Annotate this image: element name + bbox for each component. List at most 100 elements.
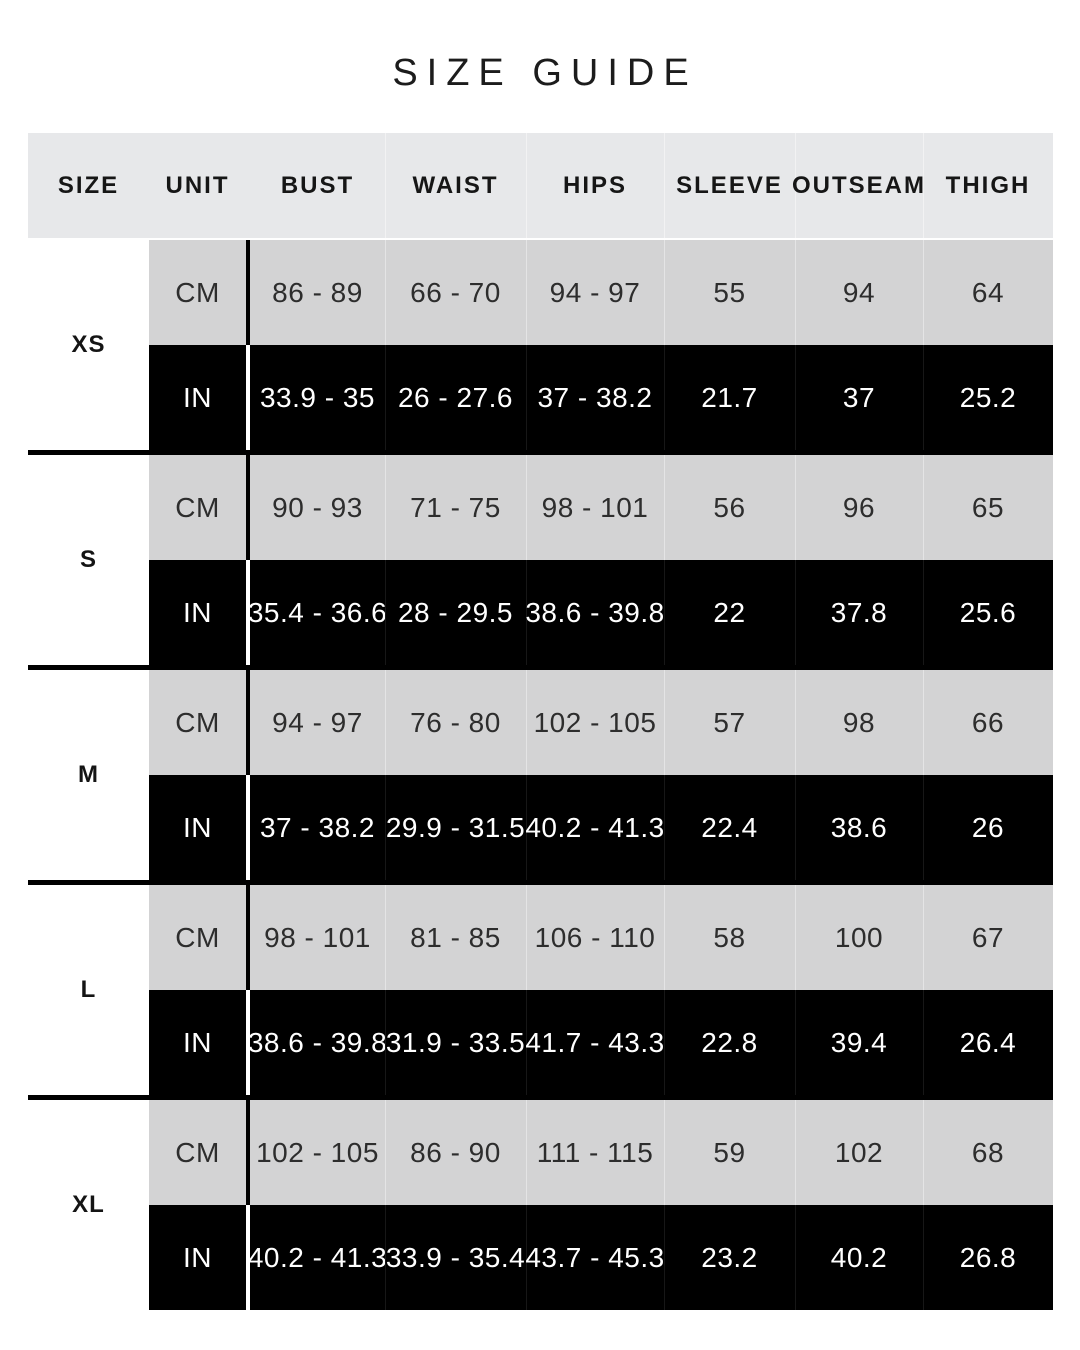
column-header-size: SIZE	[57, 171, 120, 199]
cell-waist: 29.9 - 31.5	[385, 775, 526, 880]
unit-divider	[246, 885, 250, 990]
cell-hips: 40.2 - 41.3	[525, 775, 664, 880]
cell-bust: 40.2 - 41.3	[248, 1205, 387, 1310]
cell-hips: 37 - 38.2	[526, 345, 664, 450]
unit-divider	[246, 990, 250, 1095]
unit-divider	[246, 775, 250, 880]
cell-sleeve: 56	[664, 455, 795, 560]
cell-waist: 86 - 90	[385, 1100, 526, 1205]
cell-hips: 43.7 - 45.3	[525, 1205, 664, 1310]
cell-thigh: 25.2	[923, 345, 1053, 450]
size-label: XS	[28, 240, 149, 450]
size-guide-table: SIZE UNIT BUST WAIST HIPS SLEEVE OUTSEAM…	[28, 133, 1053, 1310]
cell-sleeve: 59	[664, 1100, 795, 1205]
size-group-s: S CM 90 - 93 71 - 75 98 - 101 56 96 65 I…	[28, 450, 1053, 665]
cell-waist: 66 - 70	[385, 240, 526, 345]
cell-outseam: 37.8	[795, 560, 923, 665]
cell-thigh: 66	[923, 670, 1053, 775]
cell-sleeve: 57	[664, 670, 795, 775]
cell-sleeve: 23.2	[664, 1205, 795, 1310]
unit-cell: IN	[149, 990, 246, 1095]
cell-waist: 76 - 80	[385, 670, 526, 775]
column-header-outseam: OUTSEAM	[792, 133, 924, 238]
cell-bust: 102 - 105	[250, 1100, 385, 1205]
cell-bust: 37 - 38.2	[250, 775, 385, 880]
unit-cell: CM	[149, 670, 246, 775]
cell-waist: 81 - 85	[385, 885, 526, 990]
cell-bust: 86 - 89	[250, 240, 385, 345]
cell-hips: 41.7 - 43.3	[525, 990, 664, 1095]
cell-bust: 98 - 101	[250, 885, 385, 990]
cell-bust: 38.6 - 39.8	[248, 990, 387, 1095]
size-group-xs: XS CM 86 - 89 66 - 70 94 - 97 55 94 64 I…	[28, 240, 1053, 450]
cell-outseam: 98	[795, 670, 923, 775]
table-header-row: SIZE UNIT BUST WAIST HIPS SLEEVE OUTSEAM…	[28, 133, 1053, 240]
unit-cell: CM	[149, 240, 246, 345]
cell-outseam: 102	[795, 1100, 923, 1205]
cell-sleeve: 21.7	[664, 345, 795, 450]
unit-cell: IN	[149, 345, 246, 450]
cell-sleeve: 55	[664, 240, 795, 345]
cell-outseam: 38.6	[795, 775, 923, 880]
unit-divider	[246, 670, 250, 775]
cell-bust: 90 - 93	[250, 455, 385, 560]
cell-waist: 28 - 29.5	[385, 560, 526, 665]
cell-sleeve: 22	[664, 560, 795, 665]
cell-thigh: 67	[923, 885, 1053, 990]
size-group-m: M CM 94 - 97 76 - 80 102 - 105 57 98 66 …	[28, 665, 1053, 880]
cell-bust: 35.4 - 36.6	[248, 560, 387, 665]
size-group-l: L CM 98 - 101 81 - 85 106 - 110 58 100 6…	[28, 880, 1053, 1095]
column-header-unit: UNIT	[165, 171, 230, 199]
column-header-thigh: THIGH	[923, 133, 1053, 238]
cell-thigh: 65	[923, 455, 1053, 560]
unit-cell: IN	[149, 775, 246, 880]
cell-hips: 98 - 101	[526, 455, 664, 560]
size-label: M	[28, 670, 149, 880]
size-group-xl: XL CM 102 - 105 86 - 90 111 - 115 59 102…	[28, 1095, 1053, 1310]
size-label: L	[28, 885, 149, 1095]
cell-thigh: 26	[923, 775, 1053, 880]
cell-outseam: 40.2	[795, 1205, 923, 1310]
unit-cell: CM	[149, 885, 246, 990]
cell-hips: 102 - 105	[526, 670, 664, 775]
cell-waist: 33.9 - 35.4	[385, 1205, 526, 1310]
cell-sleeve: 22.8	[664, 990, 795, 1095]
unit-cell: IN	[149, 560, 246, 665]
column-header-sleeve: SLEEVE	[664, 133, 795, 238]
unit-divider	[246, 345, 250, 450]
size-label: XL	[28, 1100, 149, 1310]
cell-hips: 94 - 97	[526, 240, 664, 345]
cell-sleeve: 58	[664, 885, 795, 990]
unit-divider	[246, 455, 250, 560]
cell-bust: 33.9 - 35	[250, 345, 385, 450]
cell-hips: 38.6 - 39.8	[525, 560, 664, 665]
cell-thigh: 25.6	[923, 560, 1053, 665]
unit-cell: CM	[149, 455, 246, 560]
unit-divider	[246, 240, 250, 345]
cell-outseam: 37	[795, 345, 923, 450]
column-header-bust: BUST	[280, 171, 355, 199]
unit-divider	[246, 1100, 250, 1205]
unit-divider	[246, 560, 250, 665]
unit-cell: IN	[149, 1205, 246, 1310]
cell-outseam: 100	[795, 885, 923, 990]
cell-outseam: 96	[795, 455, 923, 560]
cell-hips: 106 - 110	[526, 885, 664, 990]
cell-thigh: 26.4	[923, 990, 1053, 1095]
page-title: SIZE GUIDE	[392, 52, 698, 94]
unit-cell: CM	[149, 1100, 246, 1205]
cell-outseam: 39.4	[795, 990, 923, 1095]
cell-sleeve: 22.4	[664, 775, 795, 880]
cell-bust: 94 - 97	[250, 670, 385, 775]
column-header-waist: WAIST	[385, 133, 526, 238]
cell-outseam: 94	[795, 240, 923, 345]
cell-thigh: 26.8	[923, 1205, 1053, 1310]
cell-waist: 71 - 75	[385, 455, 526, 560]
column-header-hips: HIPS	[526, 133, 664, 238]
cell-hips: 111 - 115	[526, 1100, 664, 1205]
cell-waist: 26 - 27.6	[385, 345, 526, 450]
cell-thigh: 64	[923, 240, 1053, 345]
size-label: S	[28, 455, 149, 665]
cell-thigh: 68	[923, 1100, 1053, 1205]
